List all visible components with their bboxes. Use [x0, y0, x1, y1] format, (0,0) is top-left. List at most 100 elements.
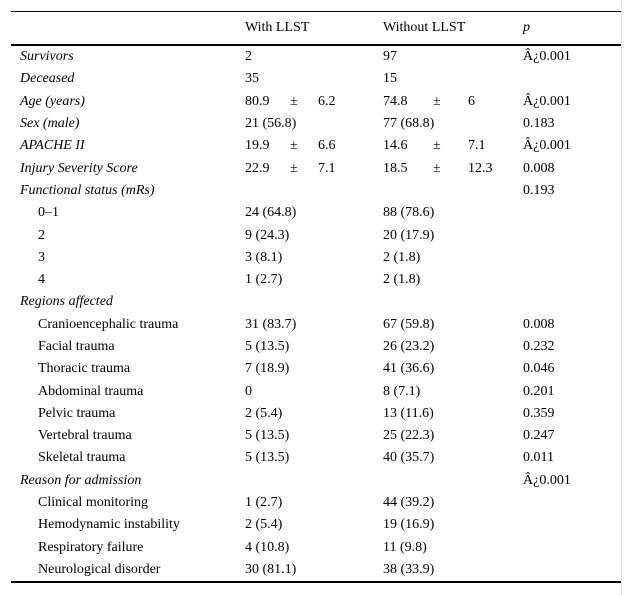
table-row: Hemodynamic instability 2 (5.4) 19 (16.9… [11, 514, 622, 536]
p-value-cell: 0.011 [523, 450, 554, 466]
p-value-cell: Â¿0.001 [523, 49, 571, 65]
with-llst-cell [245, 291, 383, 313]
p-value-cell [523, 559, 622, 582]
with-llst-cell: 2 (5.4) [245, 405, 283, 421]
without-llst-cell [383, 470, 523, 492]
with-llst-cell [245, 180, 383, 202]
with-llst-cell: 30 (81.1) [245, 561, 297, 577]
with-llst-cell: 5 (13.5) [245, 339, 290, 354]
with-llst-cell: 2 [245, 49, 252, 65]
without-llst-cell: 88 (78.6) [383, 205, 435, 221]
p-value-cell [523, 68, 622, 90]
plus-minus-symbol: ± [433, 138, 441, 154]
with-llst-cell: 2 (5.4) [245, 517, 283, 533]
column-header-empty [11, 12, 245, 46]
without-llst-cell: 11 (9.8) [383, 539, 427, 555]
row-label: Respiratory failure [38, 539, 144, 555]
without-llst-cell: 40 (35.7) [383, 450, 435, 466]
with-llst-cell [245, 470, 383, 492]
row-label: Age (years) [20, 93, 85, 109]
row-label: Pelvic trauma [38, 405, 116, 421]
without-llst-cell: 2 (1.8) [383, 249, 421, 265]
without-llst-cell: 18.5 ±12.3 [383, 157, 523, 179]
row-label: Injury Severity Score [20, 160, 138, 176]
with-llst-cell: 80.9 ±6.2 [245, 91, 383, 113]
without-llst-cell: 8 (7.1) [383, 383, 421, 399]
p-value-cell [523, 247, 622, 269]
mean-value: 14.6 [383, 138, 408, 154]
p-value-cell: 0.359 [523, 405, 555, 421]
row-label: 2 [38, 227, 45, 243]
sd-value: 7.1 [318, 160, 336, 176]
row-label: Neurological disorder [38, 561, 161, 577]
without-llst-cell: 14.6 ±7.1 [383, 135, 523, 157]
row-label: 0–1 [38, 205, 59, 221]
sd-value: 7.1 [468, 138, 486, 154]
table-body: Survivors 2 97 Â¿0.001 Deceased 35 15 Ag… [11, 45, 622, 582]
table-row: Respiratory failure 4 (10.8) 11 (9.8) [11, 537, 622, 559]
table-row: 4 1 (2.7) 2 (1.8) [11, 269, 622, 291]
column-header-p: p [523, 20, 530, 35]
table-row: Facial trauma 5 (13.5) 26 (23.2) 0.232 [11, 336, 622, 358]
row-label: Abdominal trauma [38, 383, 144, 399]
table-row: Pelvic trauma 2 (5.4) 13 (11.6) 0.359 [11, 403, 622, 425]
without-llst-cell: 97 [383, 49, 397, 65]
table-row: Age (years) 80.9 ±6.2 74.8 ±6 Â¿0.001 [11, 91, 622, 113]
p-value-cell: 0.247 [523, 428, 555, 444]
without-llst-cell [383, 291, 523, 313]
p-value-cell [523, 291, 622, 313]
without-llst-cell: 44 (39.2) [383, 495, 435, 511]
row-label: Hemodynamic instability [38, 517, 180, 533]
plus-minus-symbol: ± [433, 93, 441, 109]
plus-minus-symbol: ± [290, 160, 298, 176]
without-llst-cell: 25 (22.3) [383, 428, 435, 444]
column-header-with-llst: With LLST [245, 20, 310, 35]
with-llst-cell: 5 (13.5) [245, 450, 290, 466]
p-value-cell: Â¿0.001 [523, 472, 571, 488]
llst-comparison-table: With LLST Without LLST p Survivors 2 97 … [11, 11, 622, 584]
sd-value: 12.3 [468, 160, 493, 176]
table-row: Skeletal trauma 5 (13.5) 40 (35.7) 0.011 [11, 447, 622, 469]
without-llst-cell: 15 [383, 71, 397, 87]
table-row: Vertebral trauma 5 (13.5) 25 (22.3) 0.24… [11, 425, 622, 447]
p-value-cell: 0.008 [523, 316, 555, 332]
table-row: Survivors 2 97 Â¿0.001 [11, 45, 622, 68]
row-label: Sex (male) [20, 116, 80, 132]
table-row: Regions affected [11, 291, 622, 313]
row-label: Thoracic trauma [38, 361, 131, 377]
with-llst-cell: 21 (56.8) [245, 116, 297, 132]
plus-minus-symbol: ± [433, 160, 441, 176]
row-label: Vertebral trauma [38, 428, 132, 444]
table-row: Thoracic trauma 7 (18.9) 41 (36.6) 0.046 [11, 358, 622, 380]
with-llst-cell: 7 (18.9) [245, 361, 290, 377]
without-llst-cell: 13 (11.6) [383, 405, 434, 421]
table-row: 2 9 (24.3) 20 (17.9) [11, 224, 622, 246]
without-llst-cell: 41 (36.6) [383, 361, 435, 377]
plus-minus-symbol: ± [290, 93, 298, 109]
without-llst-cell: 2 (1.8) [383, 272, 421, 288]
table-row: Functional status (mRs) 0.193 [11, 180, 622, 202]
row-label: 3 [38, 249, 45, 265]
without-llst-cell: 26 (23.2) [383, 339, 435, 354]
with-llst-cell: 3 (8.1) [245, 249, 283, 265]
table-row: Injury Severity Score 22.9 ±7.1 18.5 ±12.3… [11, 157, 622, 179]
row-label: Facial trauma [38, 339, 115, 354]
without-llst-cell: 38 (33.9) [383, 561, 435, 577]
p-value-cell: Â¿0.001 [523, 138, 571, 154]
plus-minus-symbol: ± [290, 138, 298, 154]
sd-value: 6 [468, 93, 475, 109]
row-label: Deceased [20, 71, 75, 87]
mean-value: 19.9 [245, 138, 270, 154]
row-label: Cranioencephalic trauma [38, 316, 179, 332]
with-llst-cell: 1 (2.7) [245, 495, 283, 511]
mean-value: 22.9 [245, 160, 270, 176]
row-label: Regions affected [20, 294, 113, 310]
p-value-cell [523, 492, 622, 514]
row-label: 4 [38, 272, 45, 288]
mean-value: 74.8 [383, 93, 408, 109]
with-llst-cell: 0 [245, 383, 252, 399]
row-label: APACHE II [20, 138, 85, 154]
without-llst-cell [383, 180, 523, 202]
row-label: Reason for admission [20, 472, 142, 488]
